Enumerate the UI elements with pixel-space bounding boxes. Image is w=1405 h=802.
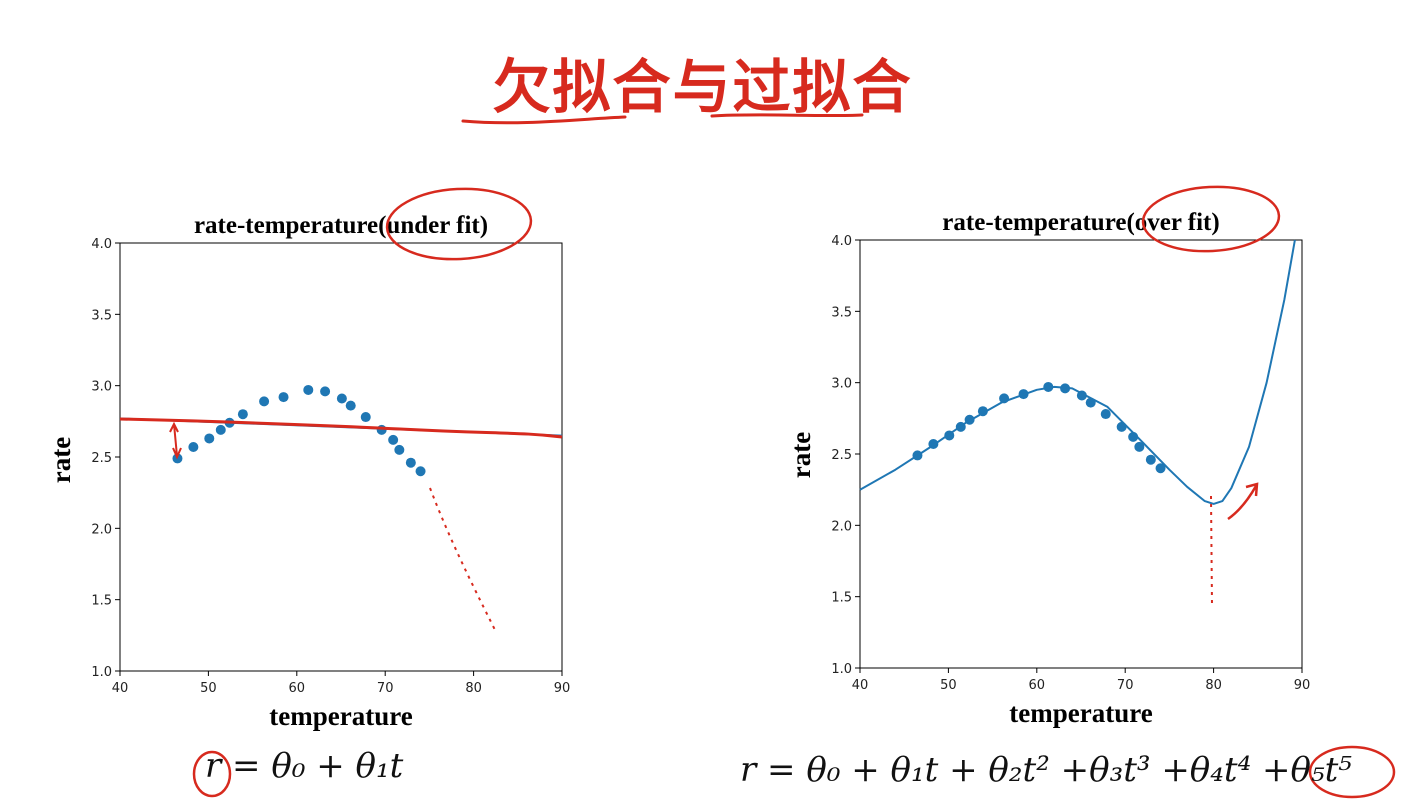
chart-title: rate-temperature(over fit)	[942, 209, 1219, 236]
chart-under-fit: rate-temperature(under fit) 40 50 60 70 80 90…	[46, 187, 571, 731]
slide-title: 欠拟合与过拟合	[492, 53, 913, 121]
equation-polynomial: r = θ₀ + θ₁t + θ₂t² +θ₃t³ +θ₄t⁴ +θ₅t⁵	[740, 750, 1352, 790]
data-point	[204, 433, 215, 444]
data-point	[303, 384, 314, 395]
equation-circle-t5	[1308, 745, 1396, 799]
annotation-red-fit-line	[119, 417, 563, 439]
data-point	[415, 466, 426, 477]
y-tick-label: 1.5	[91, 594, 112, 609]
annotation-circle	[385, 187, 533, 261]
equation-linear: r = θ₀ + θ₁t	[205, 746, 404, 786]
y-tick-label: 2.0	[831, 519, 852, 534]
x-tick-label: 40	[112, 681, 129, 696]
y-tick-label: 3.5	[831, 305, 852, 320]
x-tick-label: 50	[940, 678, 957, 693]
y-tick-label: 4.0	[831, 234, 852, 249]
annotation-dotted-trend	[429, 487, 497, 633]
data-point	[320, 386, 331, 397]
y-tick-label: 3.0	[831, 377, 852, 392]
data-marks	[119, 384, 563, 477]
data-point	[1100, 409, 1111, 420]
x-tick-label: 90	[1294, 678, 1311, 693]
data-point	[237, 409, 248, 420]
equation-circle-r	[192, 750, 232, 798]
title-underline-right	[710, 113, 864, 118]
x-tick-label: 90	[554, 681, 571, 696]
data-point	[388, 434, 399, 445]
y-tick-label: 3.5	[91, 308, 112, 323]
y-tick-label: 1.0	[91, 665, 112, 680]
x-tick-label: 80	[465, 681, 482, 696]
data-point	[278, 392, 289, 403]
chart-over-fit: rate-temperature(over fit) 40 50 60 70 80 90 …	[786, 185, 1311, 728]
data-point	[1145, 454, 1156, 465]
data-point	[376, 424, 387, 435]
y-tick-label: 1.0	[831, 662, 852, 677]
y-tick-label: 2.5	[91, 451, 112, 466]
fit-curve	[859, 239, 1296, 505]
y-axis-label: rate	[46, 437, 76, 483]
data-point	[1155, 463, 1166, 474]
annotation-residual-arrow	[169, 421, 182, 460]
data-point	[360, 412, 371, 423]
x-tick-label: 40	[852, 678, 869, 693]
x-tick-label: 60	[289, 681, 306, 696]
x-axis-label: temperature	[1009, 698, 1152, 728]
y-tick-label: 3.0	[91, 380, 112, 395]
y-tick-label: 4.0	[91, 237, 112, 252]
y-ticks: 1.0 1.5 2.0 2.5 3.0 3.5 4.0	[831, 234, 860, 677]
annotation-up-arrow	[1227, 482, 1259, 521]
x-tick-label: 70	[377, 681, 394, 696]
data-point	[215, 424, 226, 435]
data-point	[259, 396, 270, 407]
x-ticks: 40 50 60 70 80 90	[112, 671, 571, 696]
annotation-dotted-min	[1210, 495, 1213, 607]
y-axis-label: rate	[786, 432, 816, 478]
x-tick-label: 60	[1029, 678, 1046, 693]
title-underline-left	[461, 115, 627, 125]
x-ticks: 40 50 60 70 80 90	[852, 668, 1311, 693]
data-point	[1134, 441, 1145, 452]
data-point	[405, 457, 416, 468]
data-point	[394, 444, 405, 455]
x-tick-label: 50	[200, 681, 217, 696]
y-tick-label: 2.0	[91, 522, 112, 537]
data-point	[188, 442, 199, 453]
x-axis-label: temperature	[269, 701, 412, 731]
data-point	[336, 393, 347, 404]
data-point	[345, 400, 356, 411]
chart-title: rate-temperature(under fit)	[194, 212, 488, 239]
x-tick-label: 80	[1205, 678, 1222, 693]
y-ticks: 1.0 1.5 2.0 2.5 3.0 3.5 4.0	[91, 237, 120, 680]
annotation-circle	[1141, 185, 1281, 253]
y-tick-label: 2.5	[831, 448, 852, 463]
y-tick-label: 1.5	[831, 591, 852, 606]
plot-frame	[859, 239, 1303, 669]
data-marks	[859, 239, 1296, 505]
x-tick-label: 70	[1117, 678, 1134, 693]
plot-frame	[119, 242, 563, 672]
